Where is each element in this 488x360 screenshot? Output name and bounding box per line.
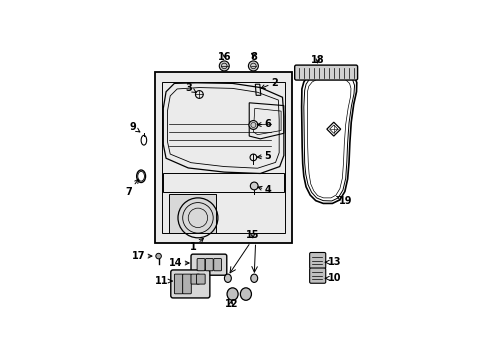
FancyBboxPatch shape bbox=[183, 274, 191, 294]
FancyBboxPatch shape bbox=[309, 252, 325, 269]
FancyBboxPatch shape bbox=[170, 270, 209, 298]
FancyBboxPatch shape bbox=[294, 65, 357, 80]
Text: 1: 1 bbox=[190, 238, 203, 252]
Text: 17: 17 bbox=[132, 251, 152, 261]
Text: 4: 4 bbox=[257, 185, 271, 195]
Text: 7: 7 bbox=[125, 179, 139, 197]
Text: 12: 12 bbox=[224, 299, 238, 309]
FancyBboxPatch shape bbox=[191, 274, 199, 284]
FancyBboxPatch shape bbox=[213, 258, 221, 271]
Ellipse shape bbox=[224, 274, 231, 283]
FancyBboxPatch shape bbox=[205, 258, 213, 271]
Text: 9: 9 bbox=[129, 122, 140, 132]
Text: 5: 5 bbox=[257, 151, 271, 161]
Circle shape bbox=[219, 61, 229, 71]
Text: 16: 16 bbox=[217, 51, 230, 62]
Text: 19: 19 bbox=[336, 195, 352, 206]
Ellipse shape bbox=[250, 274, 257, 283]
FancyBboxPatch shape bbox=[309, 268, 325, 283]
Text: 10: 10 bbox=[325, 273, 341, 283]
Text: 15: 15 bbox=[245, 230, 259, 240]
FancyBboxPatch shape bbox=[174, 274, 183, 294]
Circle shape bbox=[248, 121, 257, 129]
FancyBboxPatch shape bbox=[197, 258, 204, 271]
Text: 11: 11 bbox=[155, 276, 172, 286]
Ellipse shape bbox=[240, 288, 251, 300]
Polygon shape bbox=[168, 194, 216, 233]
Text: 6: 6 bbox=[257, 119, 271, 129]
Bar bbox=[155, 72, 292, 243]
Circle shape bbox=[156, 253, 161, 259]
Text: 14: 14 bbox=[169, 258, 189, 268]
Text: 3: 3 bbox=[185, 83, 196, 93]
Text: 18: 18 bbox=[310, 55, 324, 66]
Circle shape bbox=[248, 61, 258, 71]
Text: 13: 13 bbox=[325, 257, 341, 267]
Text: 8: 8 bbox=[249, 51, 256, 62]
FancyBboxPatch shape bbox=[191, 254, 226, 275]
Ellipse shape bbox=[226, 288, 238, 300]
FancyBboxPatch shape bbox=[196, 274, 205, 284]
Circle shape bbox=[250, 182, 258, 190]
Text: 2: 2 bbox=[261, 78, 277, 89]
